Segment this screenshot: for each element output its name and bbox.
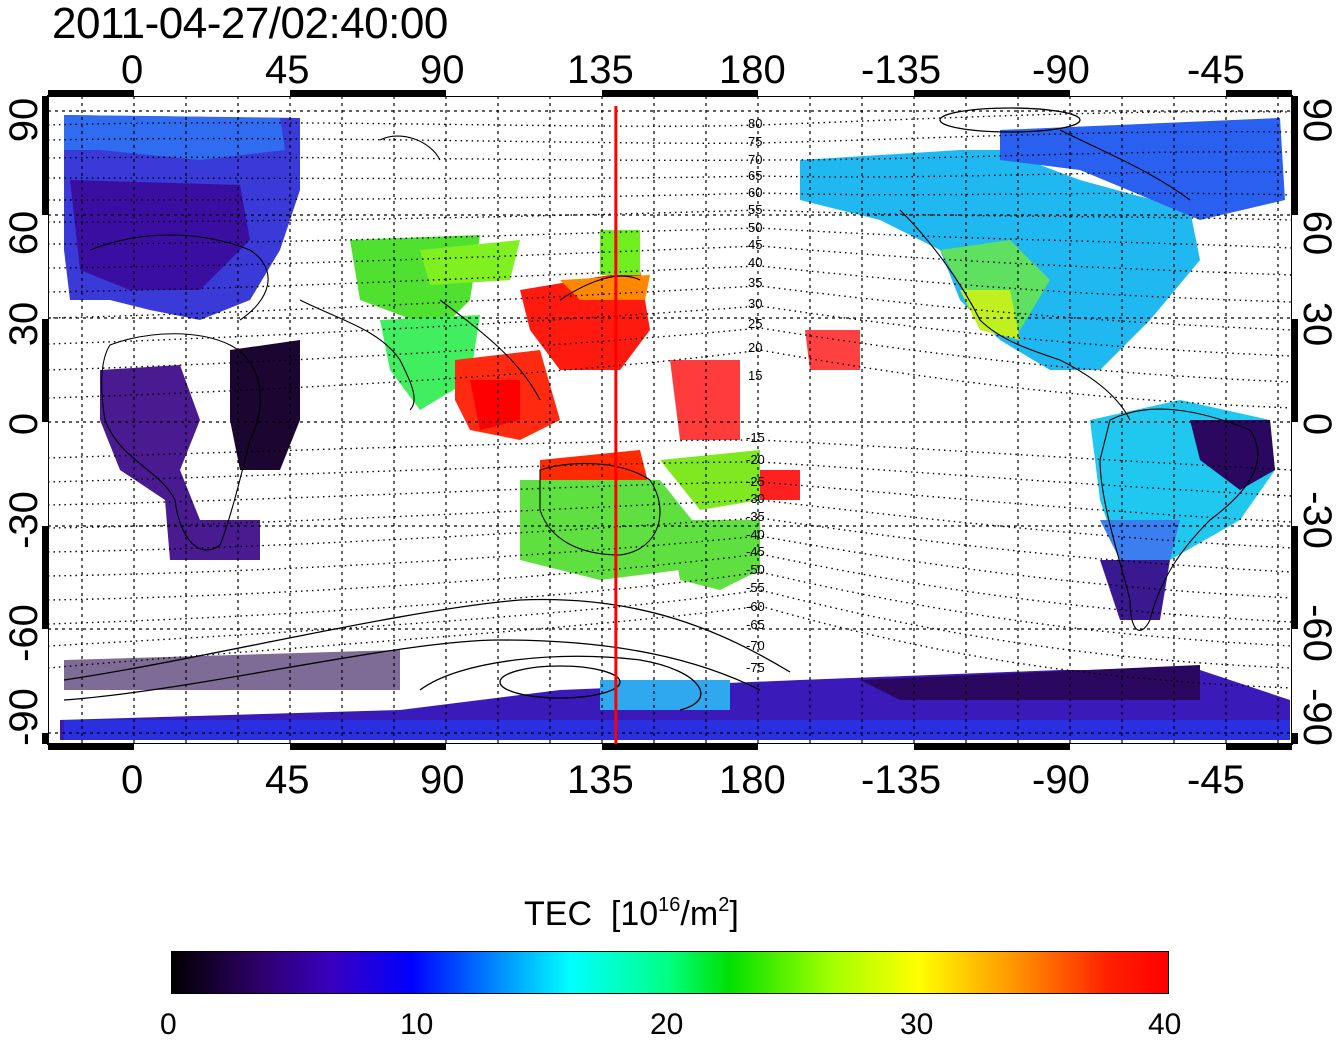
contour-label-s15: -15	[746, 430, 765, 445]
colorbar-tick-0: 0	[160, 1008, 177, 1042]
contour-label-s60: -60	[746, 599, 765, 614]
contour-label-n15: 15	[748, 368, 762, 383]
colorbar-unit-mid: /m	[680, 895, 718, 933]
tec-map: 80 75 70 65 60 55 50 45 40 35 30 25 20 1…	[0, 0, 1340, 800]
contour-label-s25: -25	[746, 474, 765, 489]
contour-label-n50: 50	[748, 220, 762, 235]
contour-label-s40: -40	[746, 527, 765, 542]
colorbar-tick-40: 40	[1148, 1008, 1181, 1042]
contour-label-n30: 30	[748, 296, 762, 311]
contour-label-s35: -35	[746, 509, 765, 524]
contour-label-s70: -70	[746, 638, 765, 653]
colorbar-tick-30: 30	[900, 1008, 933, 1042]
contour-label-n55: 55	[748, 202, 762, 217]
colorbar-label: TEC	[524, 895, 592, 933]
contour-label-s65: -65	[746, 617, 765, 632]
contour-label-n60: 60	[748, 185, 762, 200]
contour-label-n75: 75	[748, 134, 762, 149]
colorbar-gradient	[171, 951, 1169, 994]
contour-label-n20: 20	[748, 340, 762, 355]
colorbar-tick-20: 20	[650, 1008, 683, 1042]
contour-label-s75: -75	[746, 660, 765, 675]
colorbar-unit-prefix: [10	[611, 895, 658, 933]
contour-label-s30: -30	[746, 491, 765, 506]
contour-label-s55: -55	[746, 580, 765, 595]
contour-label-n70: 70	[748, 152, 762, 167]
colorbar-unit-end: ]	[729, 895, 738, 933]
colorbar-title: TEC [1016/m2]	[524, 894, 739, 934]
contour-label-s50: -50	[746, 562, 765, 577]
contour-label-n40: 40	[748, 255, 762, 270]
colorbar-tick-10: 10	[400, 1008, 433, 1042]
contour-label-n65: 65	[748, 168, 762, 183]
colorbar-unit-exponent: 16	[658, 894, 680, 916]
contour-label-n25: 25	[748, 316, 762, 331]
contour-label-n35: 35	[748, 275, 762, 290]
contour-label-s45: -45	[746, 544, 765, 559]
colorbar-unit-exponent-2: 2	[718, 894, 729, 916]
contour-label-n80: 80	[748, 116, 762, 131]
contour-label-s20: -20	[746, 452, 765, 467]
contour-label-n45: 45	[748, 237, 762, 252]
